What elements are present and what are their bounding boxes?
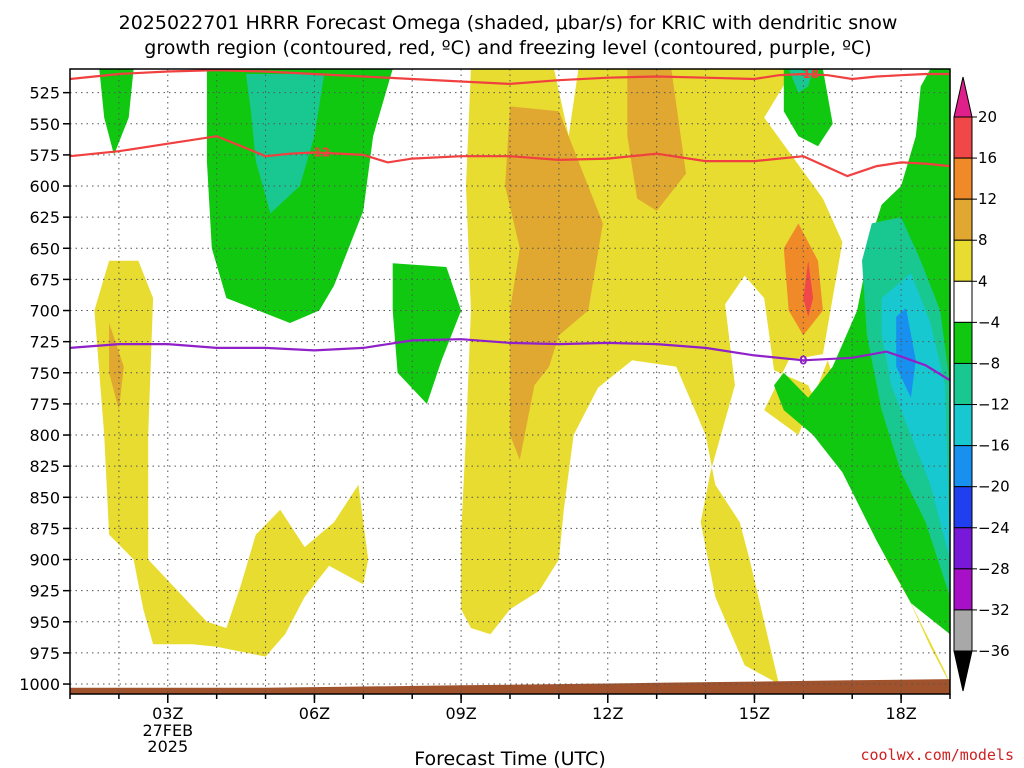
x-tick-label-09Z: 09Z xyxy=(445,704,476,723)
y-tick-label-925: 925 xyxy=(29,582,60,601)
y-tick-label-650: 650 xyxy=(29,239,60,258)
colorbar: 20 16 12 8 4 −4 −8 −12 −16 −20 −24 −28 −32 −36 xyxy=(953,76,1010,692)
grid-lines xyxy=(70,69,950,694)
omega-region-10 xyxy=(392,263,462,404)
colorbar-label-7: −12 xyxy=(978,396,1010,414)
colorbar-bin-8 xyxy=(953,404,973,447)
colorbar-bin-5 xyxy=(953,280,973,323)
y-tick-label-825: 825 xyxy=(29,457,60,476)
colorbar-bin-6 xyxy=(953,321,973,364)
y-tick-label-550: 550 xyxy=(29,115,60,134)
omega-region-13 xyxy=(774,69,950,635)
contour-label-1: -12 xyxy=(308,145,330,159)
x-tick-label-18Z: 18Z xyxy=(885,704,916,723)
y-tick-label-700: 700 xyxy=(29,302,60,321)
y-tick-label-675: 675 xyxy=(29,270,60,289)
y-tick-label-600: 600 xyxy=(29,177,60,196)
omega-region-5 xyxy=(94,260,369,657)
terrain-layer xyxy=(70,679,950,694)
y-tick-label-900: 900 xyxy=(29,551,60,570)
colorbar-label-13: −36 xyxy=(978,642,1010,660)
credit-text: coolwx.com/models xyxy=(860,746,1014,764)
colorbar-label-2: 12 xyxy=(978,190,997,208)
colorbar-bin-10 xyxy=(953,486,973,529)
colorbar-bottom-arrow xyxy=(953,650,973,692)
x-tick-sublabel-0: 27FEB xyxy=(142,721,193,740)
y-tick-label-950: 950 xyxy=(29,613,60,632)
plot-area: -18 -12 0 xyxy=(69,67,951,695)
colorbar-label-8: −16 xyxy=(978,437,1010,455)
contour-lines: -18 -12 0 xyxy=(70,67,950,382)
colorbar-label-9: −20 xyxy=(978,478,1010,496)
x-tick-label-06Z: 06Z xyxy=(299,704,330,723)
colorbar-label-6: −8 xyxy=(978,354,1000,372)
omega-region-11 xyxy=(783,69,833,147)
colorbar-label-0: 20 xyxy=(978,108,997,126)
chart-title-line-2: growth region (contoured, red, ºC) and f… xyxy=(144,37,871,59)
y-tick-label-725: 725 xyxy=(29,333,60,352)
y-tick-label-625: 625 xyxy=(29,208,60,227)
omega-region-2 xyxy=(627,69,686,211)
x-tick-label-03Z: 03Z xyxy=(152,704,183,723)
colorbar-label-5: −4 xyxy=(978,313,1000,331)
terrain-fill xyxy=(70,679,950,694)
colorbar-label-4: 4 xyxy=(978,272,988,290)
colorbar-bin-13 xyxy=(953,609,973,652)
colorbar-bin-2 xyxy=(953,157,973,200)
x-tick-sublabel-1: 2025 xyxy=(147,737,188,756)
y-tick-label-1000: 1000 xyxy=(19,675,60,694)
colorbar-label-1: 16 xyxy=(978,149,997,167)
omega-region-16 xyxy=(896,308,916,398)
colorbar-bin-1 xyxy=(953,116,973,159)
omega-region-4 xyxy=(803,260,814,317)
contour-line-2 xyxy=(70,338,950,382)
y-tick-label-850: 850 xyxy=(29,488,60,507)
y-tick-label-800: 800 xyxy=(29,426,60,445)
colorbar-bin-7 xyxy=(953,362,973,406)
contour-line-0 xyxy=(70,69,950,86)
contour-label-0: -18 xyxy=(797,67,819,81)
colorbar-top-arrow xyxy=(953,76,973,118)
colorbar-bin-12 xyxy=(953,568,973,611)
colorbar-label-11: −28 xyxy=(978,560,1010,578)
chart-title-line-1: 2025022701 HRRR Forecast Omega (shaded, … xyxy=(119,12,898,34)
omega-region-1 xyxy=(505,106,603,460)
colorbar-label-10: −24 xyxy=(978,519,1010,537)
colorbar-label-3: 8 xyxy=(978,231,988,249)
y-tick-label-975: 975 xyxy=(29,644,60,663)
colorbar-label-12: −32 xyxy=(978,601,1010,619)
x-tick-label-12Z: 12Z xyxy=(592,704,623,723)
contour-label-2: 0 xyxy=(799,353,807,367)
omega-region-7 xyxy=(99,69,134,155)
y-tick-label-775: 775 xyxy=(29,395,60,414)
y-tick-label-750: 750 xyxy=(29,364,60,383)
x-axis-label: Forecast Time (UTC) xyxy=(414,748,605,768)
y-tick-label-875: 875 xyxy=(29,519,60,538)
colorbar-bin-4 xyxy=(953,239,973,282)
y-axis: 525 550 575 600 625 650 675 700 725 750 775 800 825 8… xyxy=(19,84,70,694)
y-tick-label-525: 525 xyxy=(29,84,60,103)
colorbar-bin-9 xyxy=(953,445,973,488)
colorbar-bin-11 xyxy=(953,527,973,570)
x-tick-label-15Z: 15Z xyxy=(739,704,770,723)
contour-line-1 xyxy=(70,135,950,178)
colorbar-bin-3 xyxy=(953,198,973,241)
y-tick-label-575: 575 xyxy=(29,146,60,165)
